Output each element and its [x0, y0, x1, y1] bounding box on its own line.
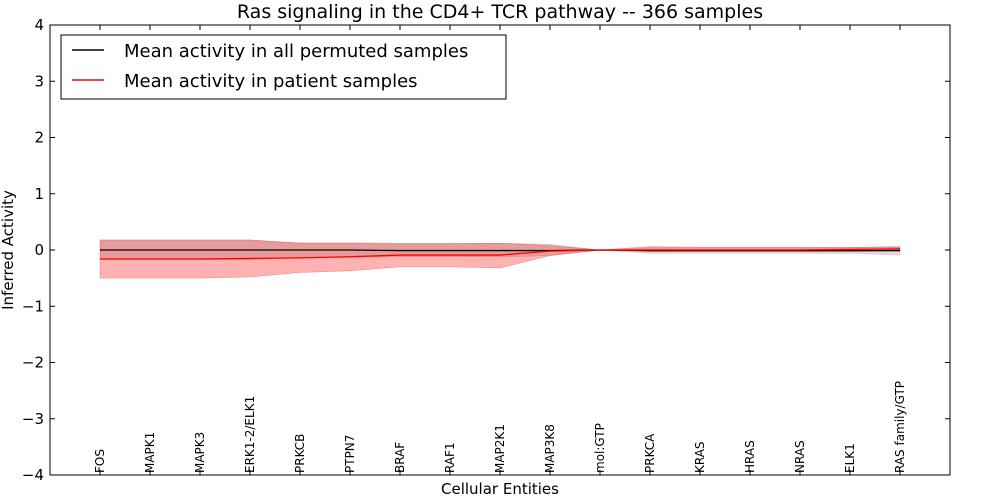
x-tick-label: PTPN7: [343, 435, 357, 473]
x-tick-label: RAF1: [443, 442, 457, 473]
chart-title: Ras signaling in the CD4+ TCR pathway --…: [237, 1, 763, 23]
x-tick-label: MAP2K1: [493, 424, 507, 473]
x-tick-label: PRKCB: [293, 434, 307, 473]
line-series-1: [100, 248, 901, 260]
y-tick-label: −3: [22, 410, 44, 428]
y-tick-label: −2: [22, 354, 44, 372]
x-tick-label: ERK1-2/ELK1: [243, 396, 257, 473]
legend-box: [60, 34, 507, 100]
y-tick-label: 0: [34, 241, 44, 259]
x-axis-label: Cellular Entities: [441, 480, 559, 498]
x-axis-ticks: FOS MAPK1 MAPK3 ERK1-2/ELK1 PRKCB PTPN7 BRAF RA…: [93, 25, 907, 475]
x-tick-label: MAP3K8: [543, 424, 557, 473]
x-tick-label: FOS: [93, 449, 107, 473]
y-tick-label: −4: [22, 466, 44, 484]
y-tick-label: 2: [34, 129, 44, 147]
x-tick-label: KRAS: [693, 441, 707, 473]
y-tick-label: 1: [34, 185, 44, 203]
x-tick-label: mol:GTP: [593, 423, 607, 473]
x-tick-label: RAS family/GTP: [893, 381, 907, 473]
x-tick-label: HRAS: [743, 440, 757, 473]
x-tick-label: NRAS: [793, 440, 807, 473]
legend-label-patient: Mean activity in patient samples: [124, 71, 418, 92]
x-tick-label: MAPK1: [143, 432, 157, 473]
y-axis-label: Inferred Activity: [0, 190, 17, 310]
y-tick-label: −1: [22, 297, 44, 315]
x-tick-label: PRKCA: [643, 433, 657, 473]
x-tick-label: BRAF: [393, 442, 407, 473]
x-tick-label: ELK1: [843, 443, 857, 473]
y-tick-label: 4: [34, 16, 44, 34]
legend-label-permuted: Mean activity in all permuted samples: [124, 41, 468, 62]
y-tick-label: 3: [34, 72, 44, 90]
series-lines: [100, 248, 901, 260]
x-tick-label: MAPK3: [193, 432, 207, 473]
y-axis-ticks: −4 −3 −2 −1 0 1 2 3 4: [22, 16, 950, 484]
legend: Mean activity in all permuted samples Me…: [60, 34, 507, 100]
